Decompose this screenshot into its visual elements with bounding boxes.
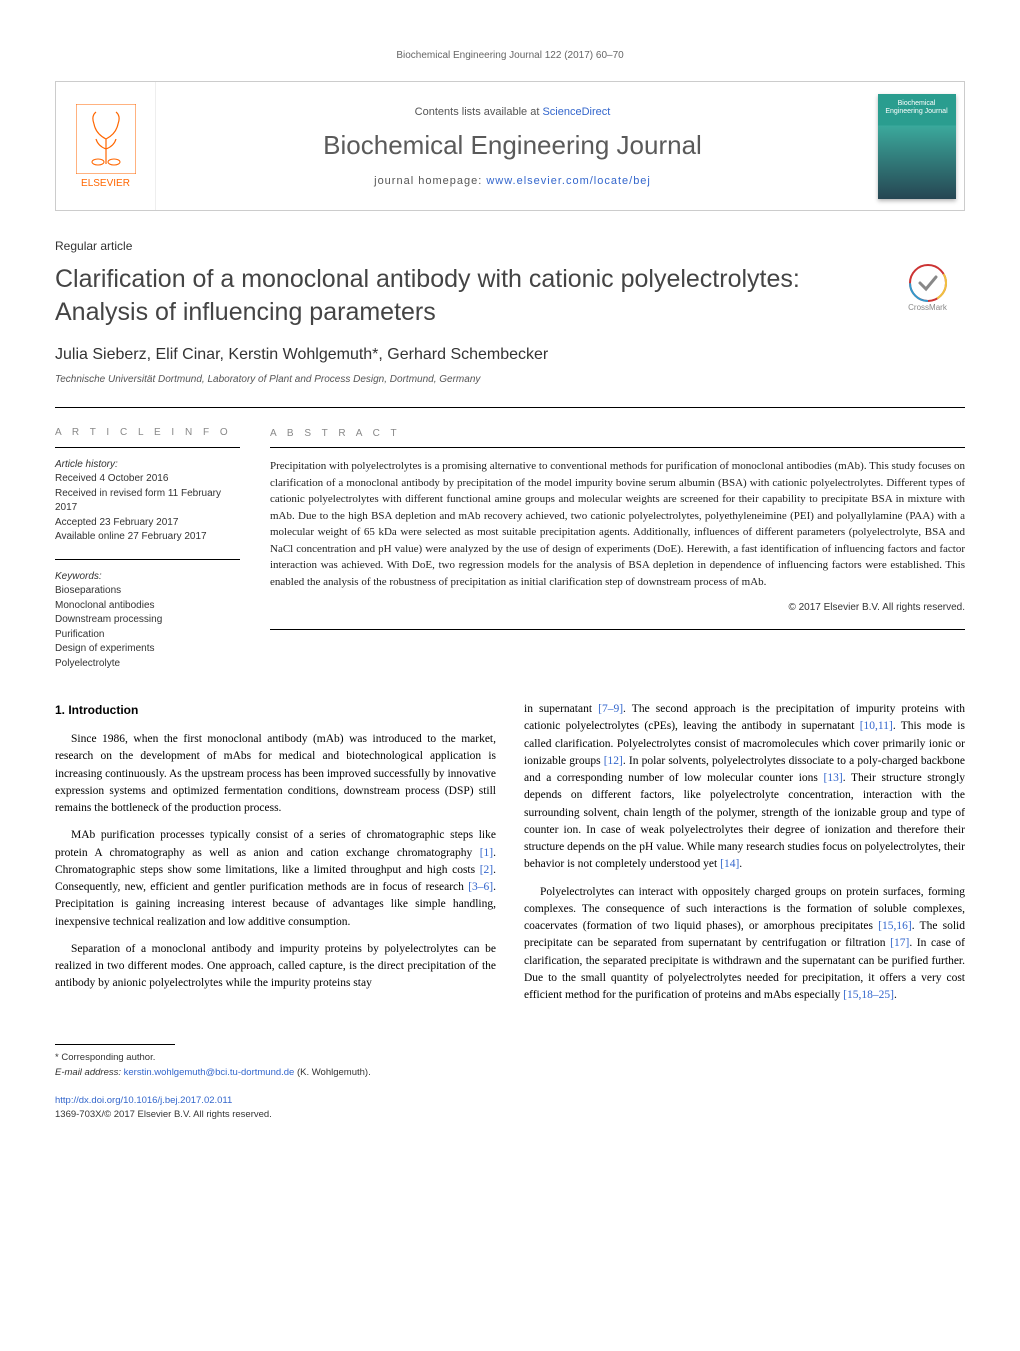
elsevier-tree-icon xyxy=(76,104,136,174)
email-line: E-mail address: kerstin.wohlgemuth@bci.t… xyxy=(55,1066,965,1080)
ref-link[interactable]: [17] xyxy=(890,937,909,949)
email-link[interactable]: kerstin.wohlgemuth@bci.tu-dortmund.de xyxy=(124,1067,295,1078)
ref-link[interactable]: [7–9] xyxy=(598,703,623,715)
body-text: . Their structure strongly depends on di… xyxy=(524,772,965,870)
homepage-link[interactable]: www.elsevier.com/locate/bej xyxy=(486,175,651,187)
body-columns: 1. Introduction Since 1986, when the fir… xyxy=(55,701,965,1014)
cover-text: Biochemical Engineering Journal xyxy=(882,100,952,117)
journal-cover: Biochemical Engineering Journal xyxy=(869,82,964,210)
contents-prefix: Contents lists available at xyxy=(415,106,543,118)
body-paragraph: Since 1986, when the first monoclonal an… xyxy=(55,731,496,817)
issn-line: 1369-703X/© 2017 Elsevier B.V. All right… xyxy=(55,1108,965,1122)
left-column: 1. Introduction Since 1986, when the fir… xyxy=(55,701,496,1014)
history-label: Article history: xyxy=(55,458,240,473)
email-suffix: (K. Wohlgemuth). xyxy=(294,1067,370,1078)
body-text: . xyxy=(739,858,742,870)
ref-link[interactable]: [15,16] xyxy=(878,920,912,932)
citation: Biochemical Engineering Journal 122 (201… xyxy=(396,50,623,61)
ref-link[interactable]: [15,18–25] xyxy=(843,989,894,1001)
email-label: E-mail address: xyxy=(55,1067,124,1078)
crossmark-badge[interactable]: CrossMark xyxy=(890,263,965,312)
authors: Julia Sieberz, Elif Cinar, Kerstin Wohlg… xyxy=(55,346,965,364)
ref-link[interactable]: [14] xyxy=(720,858,739,870)
footer: * Corresponding author. E-mail address: … xyxy=(55,1044,965,1122)
ref-link[interactable]: [10,11] xyxy=(860,720,893,732)
body-paragraph: Separation of a monoclonal antibody and … xyxy=(55,941,496,993)
copyright: © 2017 Elsevier B.V. All rights reserved… xyxy=(270,600,965,615)
journal-name: Biochemical Engineering Journal xyxy=(323,130,702,161)
accepted-date: Accepted 23 February 2017 xyxy=(55,516,240,531)
article-info-heading: A R T I C L E I N F O xyxy=(55,426,240,448)
contents-available: Contents lists available at ScienceDirec… xyxy=(415,106,611,118)
keyword: Bioseparations xyxy=(55,584,240,599)
revised-date: Received in revised form 11 February 201… xyxy=(55,487,240,516)
abstract-heading: A B S T R A C T xyxy=(270,426,965,448)
body-paragraph: in supernatant [7–9]. The second approac… xyxy=(524,701,965,874)
body-text: in supernatant xyxy=(524,703,598,715)
homepage-prefix: journal homepage: xyxy=(374,175,486,187)
crossmark-label: CrossMark xyxy=(908,303,947,312)
journal-homepage: journal homepage: www.elsevier.com/locat… xyxy=(374,175,651,187)
article-title: Clarification of a monoclonal antibody w… xyxy=(55,263,890,328)
body-text: MAb purification processes typically con… xyxy=(55,829,496,858)
body-paragraph: MAb purification processes typically con… xyxy=(55,827,496,931)
abstract-rule xyxy=(270,629,965,630)
keywords-label: Keywords: xyxy=(55,570,240,585)
keyword: Polyelectrolyte xyxy=(55,657,240,672)
sciencedirect-link[interactable]: ScienceDirect xyxy=(542,106,610,118)
keyword: Monoclonal antibodies xyxy=(55,599,240,614)
ref-link[interactable]: [13] xyxy=(824,772,843,784)
ref-link[interactable]: [12] xyxy=(604,755,623,767)
affiliation: Technische Universität Dortmund, Laborat… xyxy=(55,374,965,385)
article-info-column: A R T I C L E I N F O Article history: R… xyxy=(55,426,270,671)
abstract-text: Precipitation with polyelectrolytes is a… xyxy=(270,458,965,590)
ref-link[interactable]: [1] xyxy=(480,847,493,859)
body-paragraph: Polyelectrolytes can interact with oppos… xyxy=(524,884,965,1005)
keyword: Downstream processing xyxy=(55,613,240,628)
footer-rule xyxy=(55,1044,175,1045)
running-head: Biochemical Engineering Journal 122 (201… xyxy=(55,50,965,61)
online-date: Available online 27 February 2017 xyxy=(55,530,240,545)
ref-link[interactable]: [2] xyxy=(480,864,493,876)
publisher-name: ELSEVIER xyxy=(81,178,130,189)
corresponding-author: * Corresponding author. xyxy=(55,1051,965,1065)
masthead: ELSEVIER Contents lists available at Sci… xyxy=(55,81,965,211)
right-column: in supernatant [7–9]. The second approac… xyxy=(524,701,965,1014)
body-text: . xyxy=(894,989,897,1001)
received-date: Received 4 October 2016 xyxy=(55,472,240,487)
article-type: Regular article xyxy=(55,239,965,253)
ref-link[interactable]: [3–6] xyxy=(468,881,493,893)
masthead-center: Contents lists available at ScienceDirec… xyxy=(156,82,869,210)
publisher-logo-block: ELSEVIER xyxy=(56,82,156,210)
keyword: Design of experiments xyxy=(55,642,240,657)
keyword: Purification xyxy=(55,628,240,643)
abstract-column: A B S T R A C T Precipitation with polye… xyxy=(270,426,965,671)
doi-link[interactable]: http://dx.doi.org/10.1016/j.bej.2017.02.… xyxy=(55,1095,232,1106)
crossmark-icon xyxy=(908,263,948,303)
section-heading: 1. Introduction xyxy=(55,701,496,719)
journal-cover-image: Biochemical Engineering Journal xyxy=(878,94,956,199)
